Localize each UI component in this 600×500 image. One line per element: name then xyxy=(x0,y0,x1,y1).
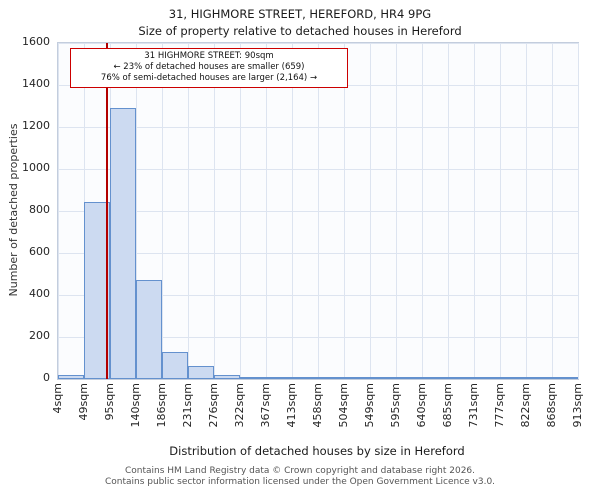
x-tick-label: 413sqm xyxy=(285,383,298,428)
x-tick-label: 685sqm xyxy=(441,383,454,428)
v-gridline xyxy=(136,43,137,379)
chart-title: 31, HIGHMORE STREET, HEREFORD, HR4 9PG xyxy=(168,7,432,21)
v-gridline xyxy=(188,43,189,379)
x-tick-label: 458sqm xyxy=(311,383,324,428)
v-gridline xyxy=(240,43,241,379)
histogram-bar xyxy=(110,108,136,379)
histogram-bar xyxy=(552,377,578,379)
histogram-bar xyxy=(58,375,84,379)
histogram-bar xyxy=(396,377,422,379)
histogram-bar xyxy=(422,377,448,379)
v-gridline xyxy=(370,43,371,379)
chart-subtitle: Size of property relative to detached ho… xyxy=(138,24,462,38)
v-gridline xyxy=(292,43,293,379)
annotation-smaller-line: ← 23% of detached houses are smaller (65… xyxy=(113,62,305,73)
v-gridline xyxy=(214,43,215,379)
y-tick-label: 200 xyxy=(29,329,50,342)
v-gridline xyxy=(58,43,59,379)
y-tick-label: 800 xyxy=(29,203,50,216)
x-tick-label: 367sqm xyxy=(259,383,272,428)
x-tick-label: 868sqm xyxy=(545,383,558,428)
histogram-bar xyxy=(500,377,526,379)
histogram-bar xyxy=(136,280,162,379)
annotation-box: 31 HIGHMORE STREET: 90sqm ← 23% of detac… xyxy=(70,48,348,89)
x-tick-label: 231sqm xyxy=(181,383,194,428)
y-tick-label: 400 xyxy=(29,287,50,300)
histogram-bar xyxy=(266,377,292,379)
v-gridline xyxy=(162,43,163,379)
histogram-bar xyxy=(214,375,240,379)
x-tick-label: 95sqm xyxy=(103,383,116,421)
v-gridline xyxy=(526,43,527,379)
v-gridline xyxy=(266,43,267,379)
v-gridline xyxy=(552,43,553,379)
y-tick-label: 600 xyxy=(29,245,50,258)
x-tick-label: 640sqm xyxy=(415,383,428,428)
histogram-bar xyxy=(292,377,318,379)
x-tick-label: 140sqm xyxy=(129,383,142,428)
x-tick-label: 4sqm xyxy=(51,383,64,414)
x-tick-label: 822sqm xyxy=(519,383,532,428)
histogram-bar xyxy=(474,377,500,379)
x-tick-label: 777sqm xyxy=(493,383,506,428)
v-gridline xyxy=(500,43,501,379)
plot-area: 31 HIGHMORE STREET: 90sqm ← 23% of detac… xyxy=(57,42,579,380)
x-tick-label: 913sqm xyxy=(571,383,584,428)
y-tick-label: 1200 xyxy=(22,119,50,132)
subject-property-marker-line xyxy=(106,43,108,379)
x-tick-label: 504sqm xyxy=(337,383,350,428)
histogram-bar xyxy=(370,377,396,379)
x-tick-label: 595sqm xyxy=(389,383,402,428)
y-tick-label: 1400 xyxy=(22,77,50,90)
v-gridline xyxy=(422,43,423,379)
histogram-bar xyxy=(188,366,214,379)
histogram-bar xyxy=(344,377,370,379)
histogram-bar xyxy=(318,377,344,379)
histogram-bar xyxy=(240,377,266,379)
v-gridline xyxy=(448,43,449,379)
x-tick-label: 186sqm xyxy=(155,383,168,428)
annotation-property-line: 31 HIGHMORE STREET: 90sqm xyxy=(144,51,274,61)
histogram-bar xyxy=(526,377,552,379)
x-tick-label: 49sqm xyxy=(77,383,90,421)
histogram-bar xyxy=(84,202,110,379)
y-tick-label: 0 xyxy=(43,371,50,384)
x-tick-label: 322sqm xyxy=(233,383,246,428)
v-gridline xyxy=(578,43,579,379)
x-axis-label: Distribution of detached houses by size … xyxy=(169,444,465,458)
histogram-bar xyxy=(448,377,474,379)
footer-attribution-line2: Contains public sector information licen… xyxy=(104,477,496,487)
v-gridline xyxy=(396,43,397,379)
v-gridline xyxy=(474,43,475,379)
x-tick-label: 549sqm xyxy=(363,383,376,428)
y-tick-label: 1600 xyxy=(22,35,50,48)
v-gridline xyxy=(318,43,319,379)
y-tick-label: 1000 xyxy=(22,161,50,174)
footer-attribution-line1: Contains HM Land Registry data © Crown c… xyxy=(124,466,476,476)
histogram-bar xyxy=(162,352,188,379)
v-gridline xyxy=(344,43,345,379)
annotation-larger-line: 76% of semi-detached houses are larger (… xyxy=(100,73,318,84)
x-tick-label: 731sqm xyxy=(467,383,480,428)
x-tick-label: 276sqm xyxy=(207,383,220,428)
